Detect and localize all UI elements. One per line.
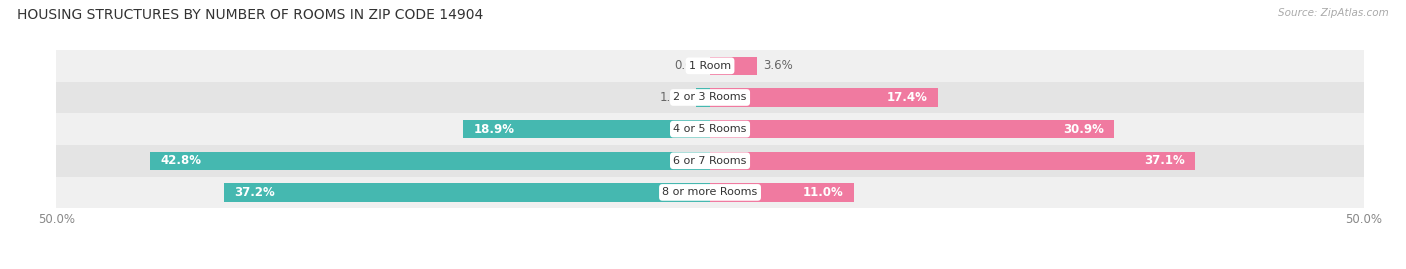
Bar (696, 88, 710, 107)
Text: HOUSING STRUCTURES BY NUMBER OF ROOMS IN ZIP CODE 14904: HOUSING STRUCTURES BY NUMBER OF ROOMS IN… (17, 8, 484, 22)
Text: 3.6%: 3.6% (763, 59, 793, 72)
Bar (463, 120, 710, 138)
Text: 17.4%: 17.4% (886, 91, 927, 104)
Bar (56, 50, 1364, 82)
Text: 30.9%: 30.9% (1063, 123, 1104, 136)
Text: 42.8%: 42.8% (160, 154, 202, 167)
Text: 1.1%: 1.1% (659, 91, 689, 104)
Bar (710, 152, 1195, 170)
Bar (56, 113, 1364, 145)
Text: Source: ZipAtlas.com: Source: ZipAtlas.com (1278, 8, 1389, 18)
Bar (56, 176, 1364, 208)
Text: 0.0%: 0.0% (673, 59, 703, 72)
Text: 37.2%: 37.2% (233, 186, 274, 199)
Text: 37.1%: 37.1% (1144, 154, 1185, 167)
Bar (710, 57, 756, 75)
Text: 11.0%: 11.0% (803, 186, 844, 199)
Text: 2 or 3 Rooms: 2 or 3 Rooms (673, 93, 747, 102)
Text: 8 or more Rooms: 8 or more Rooms (662, 187, 758, 197)
Bar (56, 82, 1364, 113)
Text: 4 or 5 Rooms: 4 or 5 Rooms (673, 124, 747, 134)
Text: 18.9%: 18.9% (474, 123, 515, 136)
Text: 6 or 7 Rooms: 6 or 7 Rooms (673, 156, 747, 166)
Text: 1 Room: 1 Room (689, 61, 731, 71)
Bar (710, 120, 1114, 138)
Bar (710, 183, 853, 201)
Bar (150, 152, 710, 170)
Bar (710, 88, 938, 107)
Bar (224, 183, 710, 201)
Bar (56, 145, 1364, 176)
